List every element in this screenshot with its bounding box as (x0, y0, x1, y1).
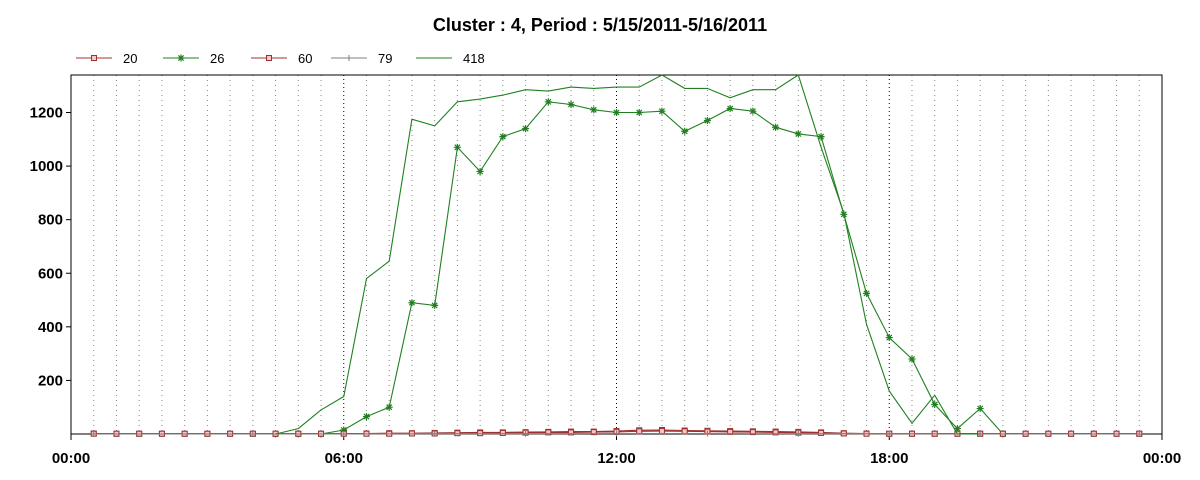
legend-item-60: 60 (251, 51, 312, 66)
data-point (567, 100, 575, 108)
data-point (544, 98, 552, 106)
data-point (726, 104, 734, 112)
data-point (863, 289, 871, 297)
series-26 (272, 98, 1007, 438)
legend-label: 26 (210, 51, 224, 66)
legend-item-79: 79 (331, 51, 392, 66)
grid (93, 75, 1140, 434)
data-point (522, 125, 530, 133)
data-point (885, 334, 893, 342)
data-point (976, 405, 984, 413)
x-tick-label: 12:00 (597, 450, 635, 467)
data-point (953, 425, 961, 433)
y-axis: 200 400 600 800 1000 1200 (30, 105, 71, 389)
data-point (613, 430, 620, 437)
data-point (681, 127, 689, 135)
y-tick-label: 200 (38, 372, 63, 389)
data-point (177, 54, 185, 62)
x-tick-label: 18:00 (870, 450, 908, 467)
data-point (266, 55, 272, 61)
data-point (772, 429, 779, 436)
data-point (453, 143, 461, 151)
legend-label: 20 (123, 51, 137, 66)
y-tick-label: 1200 (30, 105, 63, 122)
data-point (817, 133, 825, 141)
legend-label: 79 (378, 51, 392, 66)
data-point (431, 430, 438, 437)
legend: 20 26 60 79 418 (76, 51, 485, 66)
data-point (91, 55, 97, 61)
data-point (476, 167, 484, 175)
x-tick-label: 00:00 (1143, 450, 1181, 467)
data-point (90, 431, 97, 437)
data-point (362, 413, 370, 421)
x-tick-label: 00:00 (52, 450, 90, 467)
y-tick-label: 1000 (30, 158, 63, 175)
data-point (340, 431, 347, 437)
legend-item-26: 26 (163, 51, 224, 66)
data-point (886, 430, 893, 437)
y-tick-label: 400 (38, 319, 63, 336)
series-418 (275, 74, 981, 435)
data-point (704, 430, 711, 437)
data-point (249, 431, 256, 437)
series-line (275, 101, 1004, 435)
plot-frame (70, 74, 1163, 435)
series-79 (90, 430, 1143, 437)
data-point (499, 429, 506, 436)
data-point (431, 301, 439, 309)
data-point (727, 428, 734, 435)
data-point (908, 355, 916, 363)
data-point (703, 117, 711, 125)
y-tick-label: 800 (38, 212, 63, 229)
legend-item-418: 418 (416, 51, 485, 66)
data-point (408, 299, 416, 307)
legend-label: 60 (298, 51, 312, 66)
series-line (275, 74, 981, 435)
data-point (749, 107, 757, 115)
data-point (545, 429, 552, 436)
data-point (613, 109, 620, 117)
legend-label: 418 (463, 51, 485, 66)
data-point (795, 430, 802, 437)
data-point (658, 107, 666, 115)
data-point (794, 130, 802, 138)
data-point (340, 426, 348, 434)
data-point (931, 401, 939, 409)
data-point (522, 430, 529, 437)
data-point (772, 123, 780, 131)
data-point (1136, 431, 1143, 437)
x-tick-label: 06:00 (325, 450, 363, 467)
data-point (590, 429, 597, 436)
data-point (658, 428, 665, 435)
legend-item-20: 20 (76, 51, 137, 66)
x-axis: 00:00 06:00 12:00 18:00 00:00 (52, 434, 1181, 467)
chart-title: Cluster : 4, Period : 5/15/2011-5/16/201… (433, 15, 767, 35)
data-point (499, 133, 507, 141)
data-point (590, 106, 598, 114)
y-tick-label: 600 (38, 265, 63, 282)
data-point (749, 429, 756, 436)
data-point (568, 429, 575, 436)
series-layer (90, 74, 1143, 438)
data-point (635, 109, 643, 117)
data-point (346, 55, 352, 61)
data-point (818, 429, 825, 436)
data-point (385, 403, 393, 411)
